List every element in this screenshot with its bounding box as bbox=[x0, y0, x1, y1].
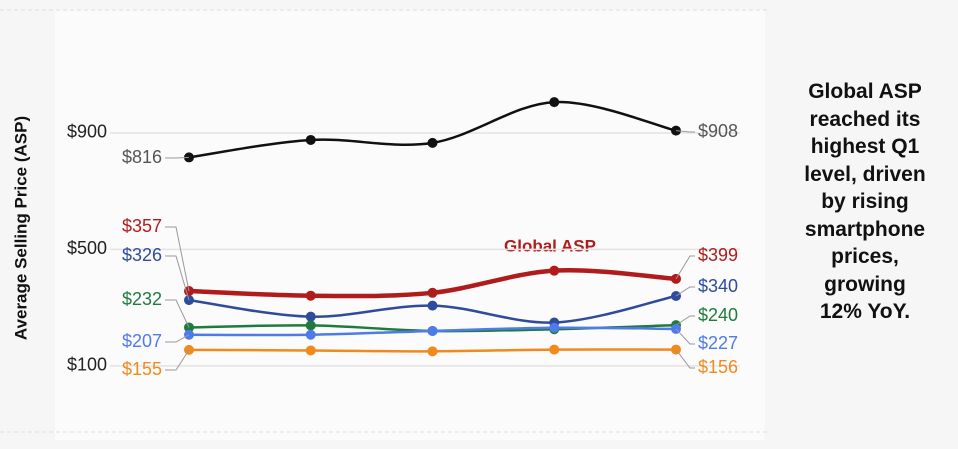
value-label: $227 bbox=[698, 333, 738, 353]
point bbox=[549, 97, 560, 108]
side-text-line: prices, bbox=[831, 245, 899, 268]
value-label: $816 bbox=[122, 147, 162, 167]
y-tick-label: $900 bbox=[67, 122, 107, 142]
y-tick-label: $100 bbox=[67, 355, 107, 375]
point bbox=[427, 287, 438, 298]
annotation: Global ASP bbox=[504, 236, 596, 255]
leader-line bbox=[165, 156, 190, 159]
chart: Average Selling Price (ASP) Global ASP $… bbox=[0, 9, 770, 440]
side-text-line: by rising bbox=[821, 190, 909, 213]
side-text-line: smartphone bbox=[804, 217, 926, 241]
value-label: $156 bbox=[698, 357, 738, 377]
side-text: Global ASP reached its highest Q1 level, dr… bbox=[775, 78, 955, 326]
value-label: $155 bbox=[122, 359, 162, 379]
leader-line bbox=[675, 315, 695, 326]
point bbox=[305, 329, 316, 340]
point bbox=[305, 134, 316, 145]
point bbox=[549, 344, 560, 355]
leader-line bbox=[675, 255, 695, 280]
side-text-line: growing bbox=[824, 272, 906, 296]
point bbox=[305, 320, 316, 331]
point bbox=[305, 290, 316, 301]
leader-line bbox=[165, 349, 190, 371]
value-label: $240 bbox=[698, 305, 738, 325]
value-label: $340 bbox=[698, 276, 738, 296]
value-label: $232 bbox=[122, 289, 162, 309]
side-text-line: 12% YoY. bbox=[819, 300, 911, 323]
leader-line bbox=[165, 334, 190, 343]
side-text-line: level, driven bbox=[804, 162, 926, 186]
leader-line bbox=[675, 328, 695, 345]
leader-line bbox=[675, 286, 695, 297]
value-label: $357 bbox=[122, 216, 162, 236]
value-label: $908 bbox=[698, 121, 738, 141]
side-text-line: Global ASP bbox=[808, 80, 922, 103]
value-label: $207 bbox=[122, 331, 162, 351]
leader-line bbox=[675, 130, 695, 133]
leader-line bbox=[165, 299, 190, 328]
point bbox=[427, 300, 438, 311]
value-label: $399 bbox=[698, 245, 738, 265]
value-label: $326 bbox=[122, 245, 162, 265]
y-tick-label: $500 bbox=[67, 238, 107, 258]
point bbox=[427, 325, 438, 336]
point bbox=[549, 322, 560, 333]
point bbox=[549, 265, 560, 276]
point bbox=[427, 346, 438, 357]
point bbox=[427, 137, 438, 148]
point bbox=[305, 311, 316, 322]
y-axis-label: Average Selling Price (ASP) bbox=[11, 116, 30, 340]
plot-panel bbox=[55, 10, 765, 440]
point bbox=[305, 345, 316, 356]
side-text-line: reached its bbox=[809, 107, 921, 131]
leader-line bbox=[165, 255, 190, 301]
side-text-line: highest Q1 bbox=[810, 135, 920, 158]
leader-line bbox=[675, 349, 695, 369]
leader-line bbox=[165, 226, 190, 292]
